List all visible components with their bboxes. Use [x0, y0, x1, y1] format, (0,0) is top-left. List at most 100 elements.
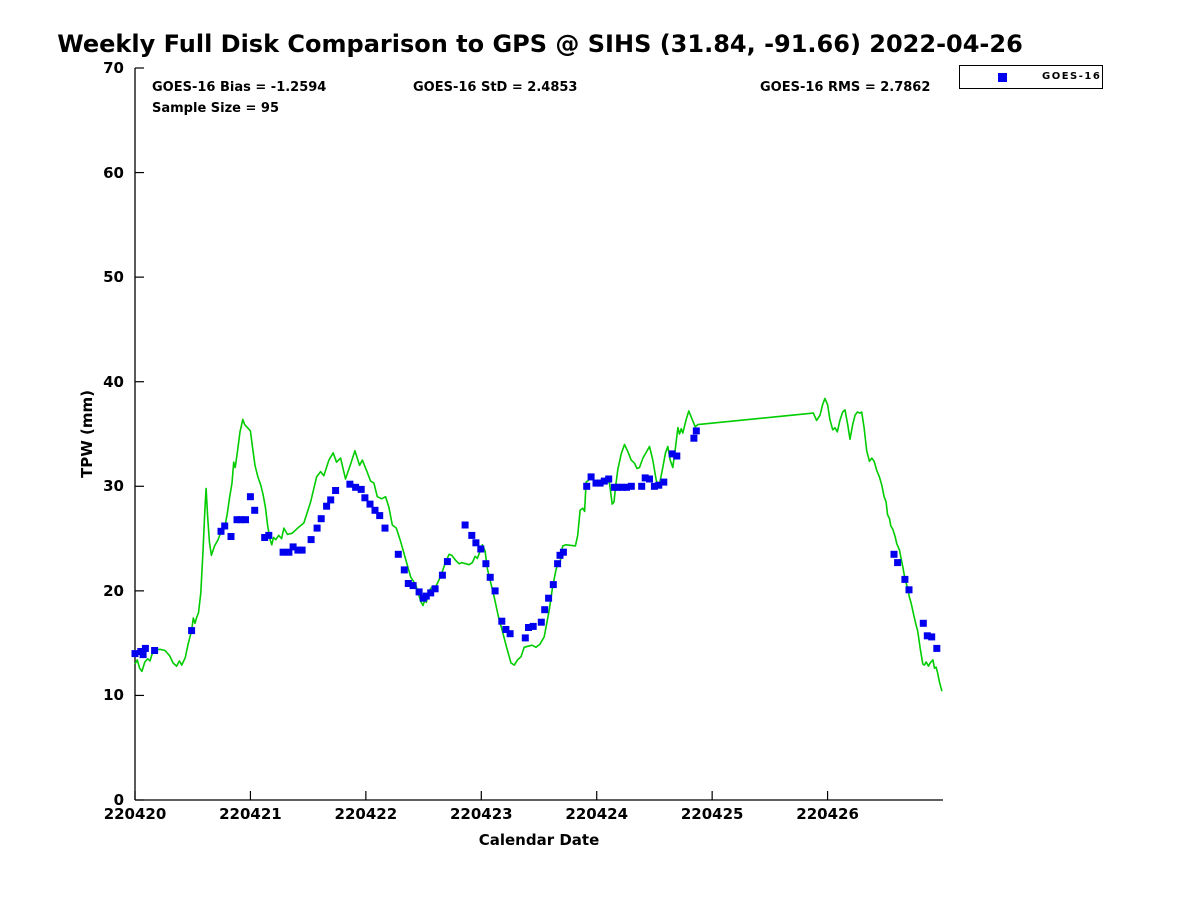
gps-line: [134, 397, 943, 692]
goes16-marker: [486, 573, 494, 581]
goes16-marker: [614, 483, 622, 491]
goes16-marker: [394, 550, 402, 558]
goes16-marker: [587, 473, 595, 481]
goes16-marker: [251, 506, 259, 514]
x-tick-label: 220420: [103, 805, 167, 823]
goes16-marker: [660, 478, 668, 486]
goes16-marker: [409, 582, 417, 590]
goes16-marker: [294, 546, 302, 554]
goes16-marker: [246, 493, 254, 501]
goes16-marker: [605, 475, 613, 483]
goes16-marker: [894, 559, 902, 567]
goes16-marker: [933, 644, 941, 652]
goes16-marker: [618, 483, 626, 491]
goes16-marker: [521, 634, 529, 642]
goes16-marker: [443, 558, 451, 566]
goes16-marker: [641, 474, 649, 482]
y-tick-label: 10: [103, 686, 124, 705]
goes16-marker: [381, 524, 389, 532]
goes16-marker: [139, 651, 147, 659]
goes16-marker: [919, 619, 927, 627]
goes16-marker: [298, 546, 306, 554]
goes16-marker: [279, 548, 287, 556]
y-tick-label: 70: [103, 59, 124, 77]
goes16-marker: [529, 622, 537, 630]
goes16-marker: [468, 531, 476, 539]
goes16-marker: [549, 581, 557, 589]
goes16-marker: [265, 531, 273, 539]
goes16-marker: [307, 536, 315, 544]
goes16-marker: [583, 482, 591, 490]
goes16-marker: [525, 624, 532, 631]
goes16-marker: [323, 502, 331, 510]
stat-std: GOES-16 StD = 2.4853: [413, 80, 578, 95]
goes16-marker: [655, 481, 663, 489]
goes16-marker: [237, 516, 245, 524]
goes16-marker: [431, 585, 439, 593]
goes16-marker: [600, 477, 608, 485]
goes16-marker: [242, 516, 249, 524]
goes16-marker: [371, 506, 379, 514]
x-axis-label: Calendar Date: [478, 831, 600, 849]
goes16-marker: [928, 633, 936, 641]
goes16-marker: [289, 543, 297, 551]
goes16-marker: [905, 586, 913, 594]
goes16-marker: [890, 550, 898, 558]
y-tick-label: 50: [103, 268, 124, 287]
goes16-marker: [650, 482, 658, 490]
y-tick-label: 0: [113, 791, 124, 809]
goes16-marker: [541, 606, 549, 614]
goes16-marker: [482, 560, 490, 568]
goes16-marker: [668, 450, 676, 458]
goes16-marker: [623, 483, 630, 491]
goes16-marker: [537, 618, 545, 626]
y-tick-label: 40: [103, 372, 124, 391]
goes16-marker: [596, 479, 604, 487]
x-tick-label: 220423: [449, 805, 513, 823]
goes16-marker: [131, 650, 139, 658]
goes16-marker: [427, 589, 435, 597]
goes16-marker: [438, 571, 446, 579]
goes16-marker: [261, 534, 269, 541]
goes16-marker: [498, 617, 506, 625]
goes16-marker: [346, 480, 354, 488]
x-tick-label: 220421: [219, 805, 282, 823]
goes16-marker: [400, 566, 408, 574]
goes16-marker: [477, 545, 485, 553]
goes16-marker: [332, 487, 340, 494]
legend-label: GOES-16: [1042, 71, 1102, 82]
goes16-marker: [361, 494, 369, 502]
goes16-marker: [317, 515, 325, 523]
goes16-marker: [923, 632, 931, 640]
goes16-marker: [491, 587, 499, 595]
stat-bias: GOES-16 Bias = -1.2594: [152, 80, 327, 95]
y-tick-label: 20: [103, 581, 124, 600]
goes16-marker: [227, 533, 235, 540]
goes16-marker: [188, 627, 196, 635]
goes16-marker: [627, 482, 635, 490]
goes16-marker: [352, 483, 360, 491]
goes16-marker: [366, 500, 374, 508]
goes16-marker: [327, 496, 335, 504]
y-tick-label: 60: [103, 163, 124, 182]
goes16-marker: [506, 630, 514, 638]
goes16-marker: [415, 588, 423, 596]
stat-rms: GOES-16 RMS = 2.7862: [760, 80, 931, 95]
goes16-marker: [376, 512, 384, 520]
goes16-marker: [692, 427, 700, 435]
goes16-marker: [502, 626, 510, 633]
goes16-marker: [141, 644, 149, 652]
y-tick-label: 30: [103, 477, 124, 496]
x-tick-label: 220422: [334, 805, 398, 823]
goes16-marker: [422, 592, 430, 600]
goes16-marker: [690, 434, 698, 442]
goes16-marker: [404, 580, 412, 587]
goes16-marker: [559, 548, 567, 556]
square-marker-icon: [998, 73, 1007, 82]
goes16-marker: [217, 527, 225, 535]
page-title: Weekly Full Disk Comparison to GPS @ SIH…: [57, 30, 1023, 58]
goes16-marker: [638, 482, 646, 490]
goes16-marker: [285, 548, 293, 556]
